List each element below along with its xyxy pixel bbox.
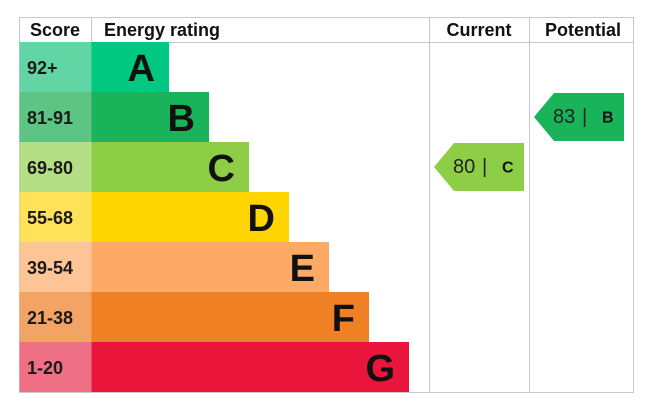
- score-label: 21-38: [27, 308, 73, 328]
- potential-value: 83: [553, 106, 575, 128]
- rating-bar: [91, 242, 329, 292]
- potential-arrow: [534, 93, 624, 141]
- score-label: 92+: [27, 58, 58, 78]
- rating-letter: C: [208, 148, 235, 190]
- rating-bar: [91, 92, 209, 142]
- rating-letter: G: [365, 348, 395, 390]
- header-score: Score: [30, 20, 80, 40]
- score-cell: [19, 192, 92, 242]
- score-label: 1-20: [27, 358, 63, 378]
- rating-bar: [91, 292, 369, 342]
- rating-letter: E: [290, 248, 315, 290]
- score-cell: [19, 42, 92, 92]
- header-rating: Energy rating: [104, 20, 220, 40]
- score-cell: [19, 142, 92, 192]
- score-cell: [19, 92, 92, 142]
- rating-letter: F: [332, 298, 355, 340]
- header-potential: Potential: [545, 20, 621, 40]
- current-value: 80: [453, 156, 475, 178]
- rating-letter: D: [248, 198, 275, 240]
- rating-letter: A: [128, 48, 155, 90]
- score-label: 81-91: [27, 108, 73, 128]
- rating-bar: [91, 192, 289, 242]
- current-separator: |: [482, 156, 487, 178]
- current-letter: C: [502, 160, 514, 177]
- score-label: 55-68: [27, 208, 73, 228]
- rating-letter: B: [168, 98, 195, 140]
- score-cell: [19, 242, 92, 292]
- potential-letter: B: [602, 110, 614, 127]
- current-arrow: [434, 143, 524, 191]
- score-cell: [19, 292, 92, 342]
- score-label: 39-54: [27, 258, 73, 278]
- header-current: Current: [446, 20, 511, 40]
- rating-bar: [91, 142, 249, 192]
- score-cell: [19, 342, 92, 392]
- potential-separator: |: [582, 106, 587, 128]
- score-label: 69-80: [27, 158, 73, 178]
- rating-bar: [91, 42, 169, 92]
- rating-bar: [91, 342, 409, 392]
